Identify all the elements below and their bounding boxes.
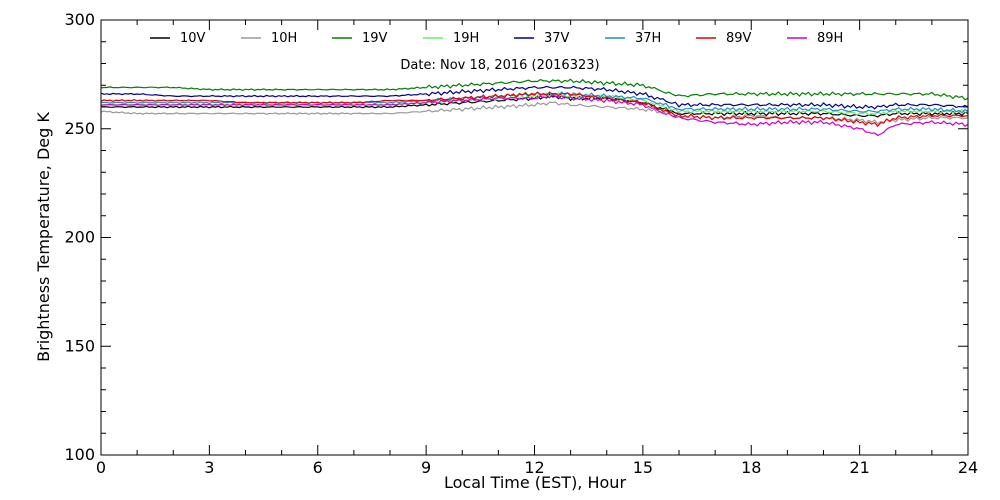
series-line-19v — [100, 78, 969, 101]
x-tick-label: 3 — [204, 458, 214, 477]
x-tick-label: 18 — [741, 458, 761, 477]
date-annotation: Date: Nov 18, 2016 (2016323) — [400, 58, 599, 73]
y-axis-title: Brightness Temperature, Deg K — [34, 112, 53, 362]
series-line-89v — [100, 91, 969, 128]
y-tick-label: 150 — [64, 336, 95, 355]
y-tick-label: 250 — [64, 119, 95, 138]
y-tick-label: 300 — [64, 10, 95, 29]
series-line-37v — [100, 85, 969, 110]
legend: 10V 10H 19V 19H 37V 37H 89V 89H — [150, 31, 843, 46]
y-tick-label: 200 — [64, 228, 95, 247]
x-tick-label: 21 — [849, 458, 869, 477]
x-axis-title: Local Time (EST), Hour — [444, 473, 626, 492]
y-tick-label: 100 — [64, 445, 95, 464]
legend-label-19v: 19V — [362, 31, 388, 46]
legend-label-10h: 10H — [271, 31, 297, 46]
x-tick-label: 12 — [524, 458, 544, 477]
legend-label-37h: 37H — [635, 31, 661, 46]
legend-label-89h: 89H — [817, 31, 843, 46]
series-lines — [100, 78, 969, 137]
x-tick-label: 24 — [958, 458, 978, 477]
axis-ticks: 0 3 6 9 12 15 18 21 24 100 150 200 250 300 — [64, 10, 978, 477]
legend-label-19h: 19H — [453, 31, 479, 46]
x-tick-label: 6 — [313, 458, 323, 477]
legend-label-10v: 10V — [180, 31, 206, 46]
x-tick-label: 15 — [633, 458, 653, 477]
legend-label-89v: 89V — [726, 31, 752, 46]
series-line-89h — [100, 94, 969, 137]
plot-frame — [100, 19, 969, 456]
legend-label-37v: 37V — [544, 31, 570, 46]
x-tick-label: 9 — [421, 458, 431, 477]
x-tick-label: 0 — [96, 458, 106, 477]
